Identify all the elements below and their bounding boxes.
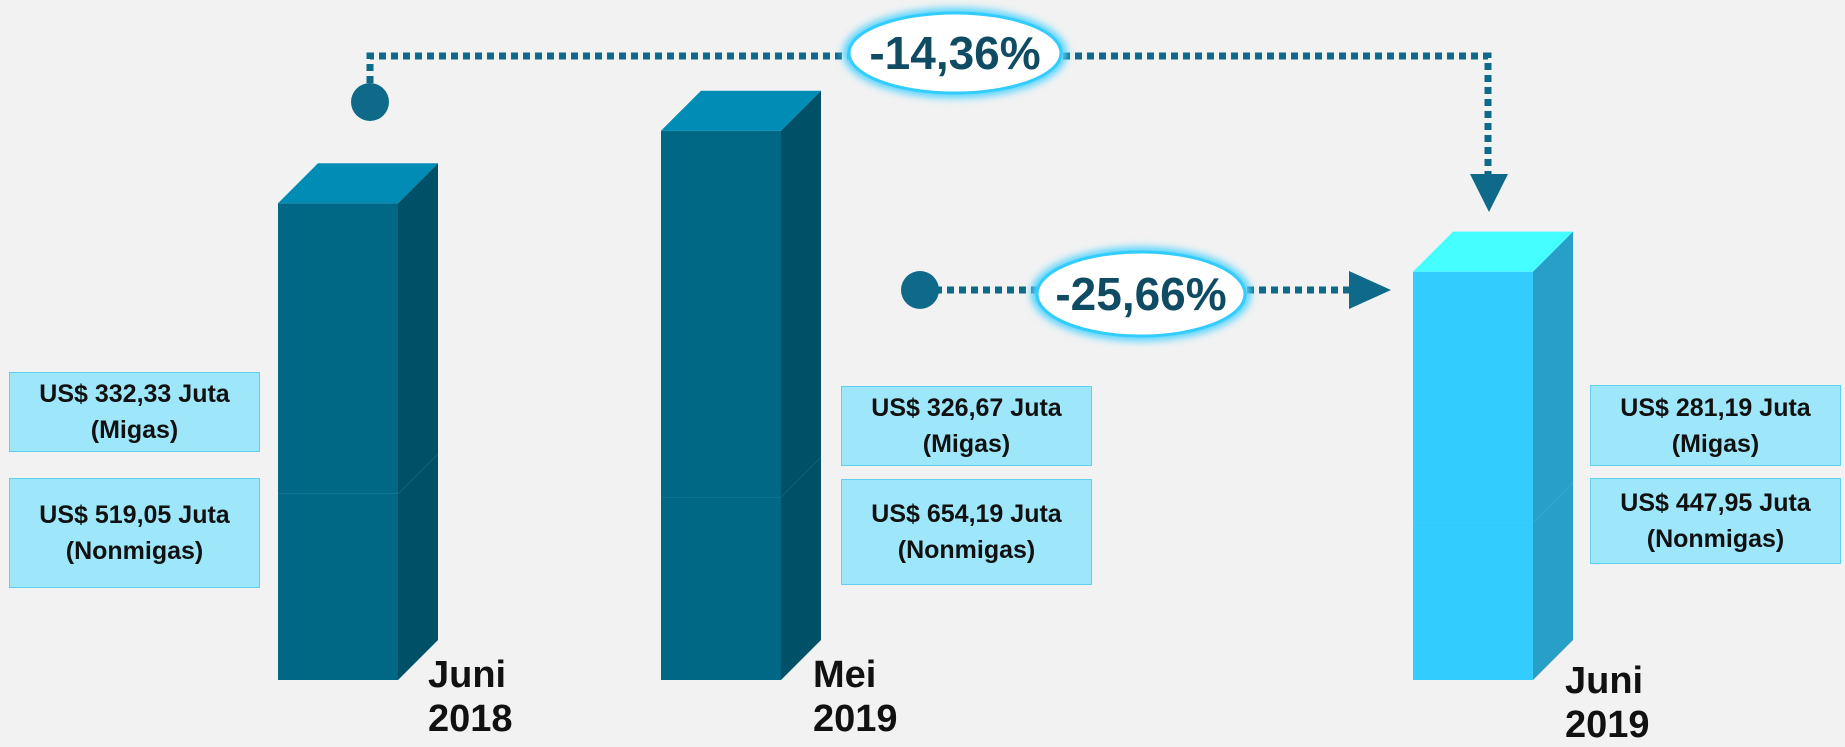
change-label: -14,36% [869, 27, 1041, 79]
value-label: US$ 281,19 Juta [1620, 393, 1811, 422]
series-name: (Nonmigas) [1646, 525, 1785, 553]
category-label: Mei 2019 [813, 654, 898, 740]
bar-side [1533, 231, 1573, 523]
bar [278, 203, 398, 494]
arrow-head [1470, 174, 1508, 212]
bar-top [278, 163, 438, 204]
value-label: US$ 519,05 Juta [39, 501, 230, 529]
connector-dot [901, 271, 939, 309]
bar [1413, 522, 1533, 680]
value-label: US$ 447,95 Juta [1620, 489, 1811, 517]
bar [1413, 271, 1533, 523]
value-box: US$ 332,33 Juta (Migas) [9, 372, 260, 452]
bar [661, 497, 781, 680]
value-box: US$ 519,05 Juta (Nonmigas) [9, 478, 260, 588]
value-label: US$ 332,33 Juta [39, 380, 230, 408]
bar-top [1413, 231, 1573, 272]
value-label: US$ 326,67 Juta [871, 394, 1062, 422]
series-name: (Nonmigas) [897, 536, 1036, 564]
connector-1 [366, 52, 1492, 176]
value-box: US$ 281,19 Juta (Migas) [1590, 385, 1841, 466]
series-name: (Migas) [922, 430, 1011, 458]
value-box: US$ 654,19 Juta (Nonmigas) [841, 479, 1092, 585]
category-label: Juni 2019 [1565, 660, 1650, 746]
arrow-head [1349, 271, 1391, 309]
series-name: (Migas) [1671, 429, 1760, 458]
bar-side [398, 163, 438, 494]
bar-side [781, 457, 821, 680]
badge [847, 11, 1063, 95]
bar-side [1533, 482, 1573, 680]
bar-side [398, 453, 438, 680]
bar [278, 493, 398, 680]
value-box: US$ 447,95 Juta (Nonmigas) [1590, 478, 1841, 564]
bar-side [781, 90, 821, 498]
bar-top [661, 90, 821, 131]
bars [278, 90, 1573, 680]
badge [1035, 250, 1247, 338]
category-label: Juni 2018 [428, 654, 513, 740]
value-label: US$ 654,19 Juta [871, 500, 1062, 528]
bar [661, 130, 781, 498]
change-label: -25,66% [1055, 268, 1227, 320]
connector-dot [351, 83, 389, 121]
series-name: (Nonmigas) [65, 537, 204, 565]
series-name: (Migas) [90, 416, 179, 444]
value-box: US$ 326,67 Juta (Migas) [841, 386, 1092, 466]
